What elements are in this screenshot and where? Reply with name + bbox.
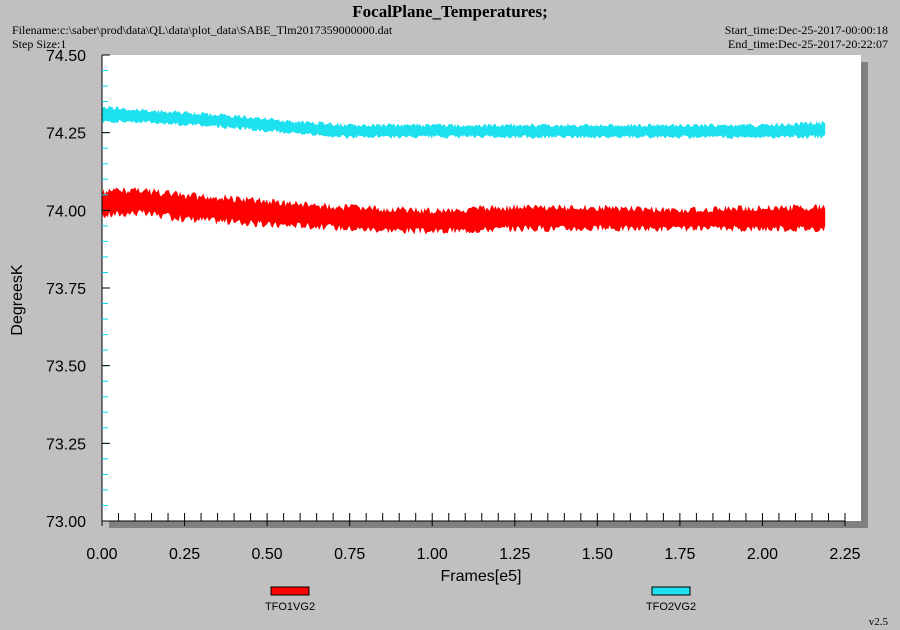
y-tick-label: 74.50 xyxy=(46,48,86,65)
series-TFO2VG2 xyxy=(102,105,826,139)
start-time-text: Start_time:Dec-25-2017-00:00:18 xyxy=(724,23,888,37)
filename-text: Filename:c:\saber\prod\data\QL\data\plot… xyxy=(12,23,393,37)
chart-title: FocalPlane_Temperatures; xyxy=(352,2,548,21)
x-tick-label: 0.75 xyxy=(334,546,365,563)
y-tick-label: 73.50 xyxy=(46,359,86,376)
y-tick-label: 74.00 xyxy=(46,203,86,220)
legend-swatch-TFO1VG2 xyxy=(270,586,310,596)
step-size-text: Step Size:1 xyxy=(12,37,67,51)
y-tick-label: 73.00 xyxy=(46,514,86,531)
x-tick-label: 1.00 xyxy=(417,546,448,563)
version-label: v2.5 xyxy=(868,616,888,628)
x-tick-label: 1.50 xyxy=(582,546,613,563)
file-info: Filename:c:\saber\prod\data\QL\data\plot… xyxy=(12,23,392,51)
x-axis-label: Frames[e5] xyxy=(441,568,522,585)
legend-label-TFO2VG2: TFO2VG2 xyxy=(646,601,696,613)
legend-label-TFO1VG2: TFO1VG2 xyxy=(265,601,315,613)
x-tick-label: 0.25 xyxy=(169,546,200,563)
x-tick-label: 0.00 xyxy=(86,546,117,563)
x-tick-label: 2.00 xyxy=(747,546,778,563)
time-info: Start_time:Dec-25-2017-00:00:18 End_time… xyxy=(725,23,888,51)
axis-layer: 73.00 73.25 73.50 73.75 74.00 74.25 74.50 0.00 0… xyxy=(46,48,861,563)
legend-swatch-TFO2VG2 xyxy=(651,586,691,596)
x-tick-label: 1.25 xyxy=(499,546,530,563)
legend: TFO1VG2 TFO2VG2 xyxy=(265,586,696,613)
x-tick-label: 0.50 xyxy=(252,546,283,563)
x-tick-label: 1.75 xyxy=(664,546,695,563)
y-axis-label: DegreesK xyxy=(9,264,26,335)
end-time-text: End_time:Dec-25-2017-20:22:07 xyxy=(728,37,888,51)
y-tick-label: 73.75 xyxy=(46,281,86,298)
series-layer xyxy=(102,105,826,235)
x-tick-label: 2.25 xyxy=(829,546,860,563)
series-TFO1VG2 xyxy=(102,187,826,235)
y-tick-label: 73.25 xyxy=(46,436,86,453)
y-tick-label: 74.25 xyxy=(46,126,86,143)
